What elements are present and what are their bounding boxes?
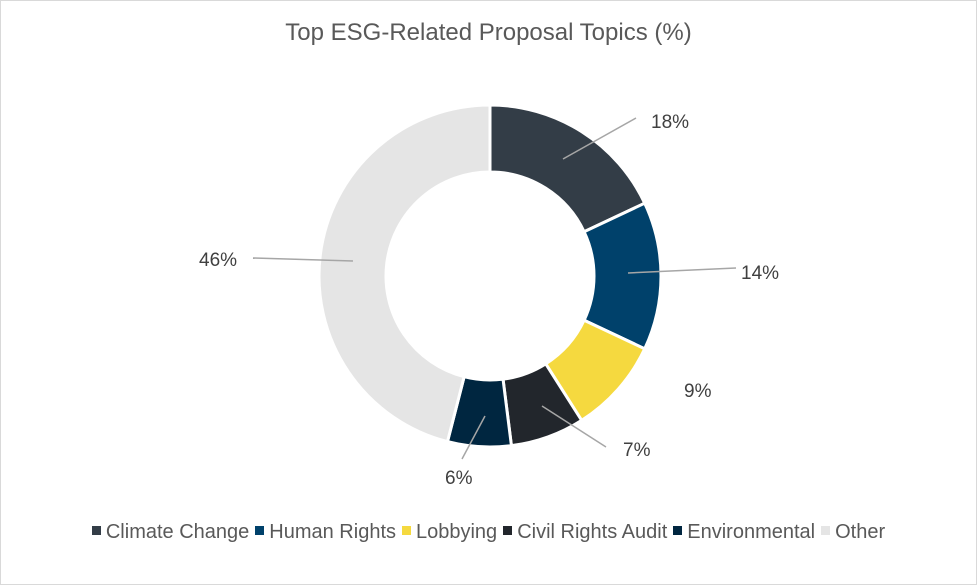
legend-swatch xyxy=(91,526,101,536)
data-label: 6% xyxy=(445,468,473,489)
legend-label: Environmental xyxy=(687,521,816,543)
legend-label: Other xyxy=(835,521,886,543)
donut-segment-other xyxy=(317,103,492,444)
data-label: 46% xyxy=(199,250,237,271)
legend-item: Civil Rights Audit xyxy=(503,521,667,544)
legend: Climate Change Human Rights Lobbying Civil … xyxy=(1,521,976,544)
legend-item: Human Rights xyxy=(255,521,396,544)
legend-swatch xyxy=(673,526,683,536)
legend-label: Climate Change xyxy=(105,521,250,543)
data-label: 9% xyxy=(684,381,712,402)
legend-label: Lobbying xyxy=(416,521,498,543)
leader-line xyxy=(252,257,354,262)
legend-item: Other xyxy=(821,521,885,544)
legend-label: Civil Rights Audit xyxy=(517,521,668,543)
legend-label: Human Rights xyxy=(269,521,396,543)
legend-item: Lobbying xyxy=(402,521,497,544)
data-label: 18% xyxy=(651,112,689,133)
legend-swatch xyxy=(255,526,265,536)
chart-title: Top ESG-Related Proposal Topics (%) xyxy=(285,19,692,46)
leader-line xyxy=(627,267,737,274)
legend-item: Environmental xyxy=(673,521,815,544)
leader-line xyxy=(541,405,607,448)
leader-line xyxy=(562,117,637,160)
legend-swatch xyxy=(402,526,411,536)
legend-item: Climate Change xyxy=(91,521,250,544)
data-label: 14% xyxy=(741,263,779,284)
legend-swatch xyxy=(821,526,831,536)
leader-line xyxy=(461,415,486,460)
legend-swatch xyxy=(503,526,513,536)
data-label: 7% xyxy=(623,440,651,461)
